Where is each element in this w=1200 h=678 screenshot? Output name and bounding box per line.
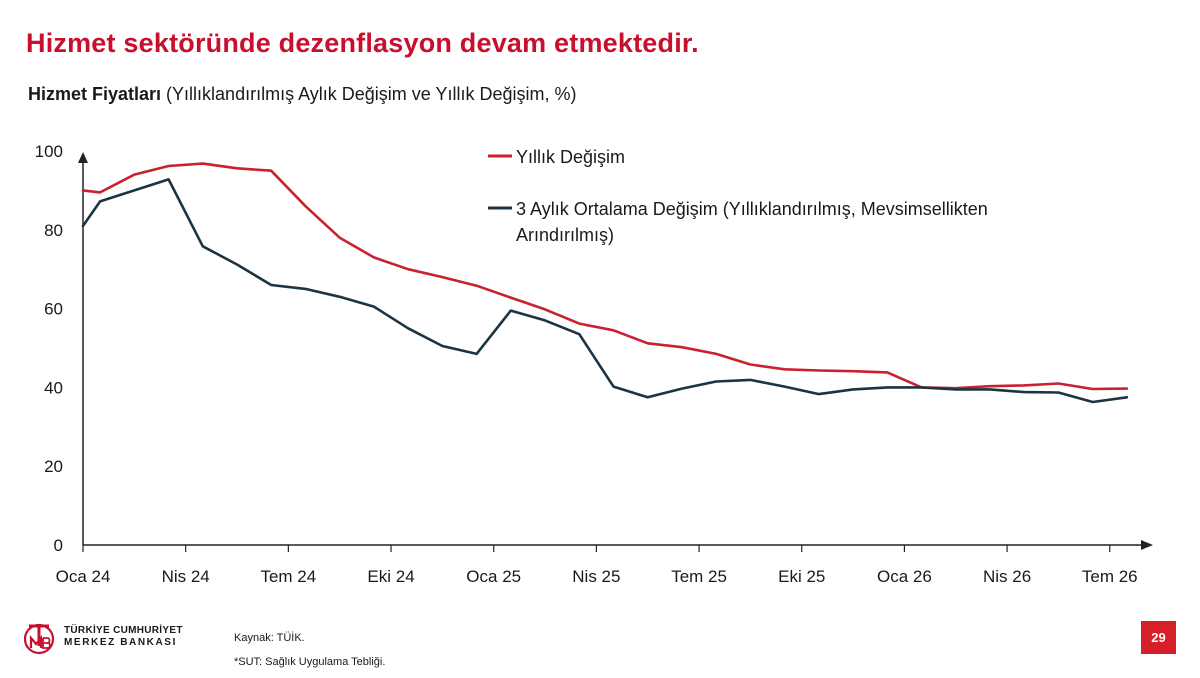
- x-tick-label: Oca 25: [466, 567, 521, 586]
- chart-subtitle-rest: (Yıllıklandırılmış Aylık Değişim ve Yıll…: [161, 84, 577, 104]
- y-axis-arrow-icon: [78, 152, 88, 163]
- legend-label-3-aylik-line1: 3 Aylık Ortalama Değişim (Yıllıklandırıl…: [516, 199, 988, 219]
- y-tick-label: 100: [35, 142, 63, 161]
- x-tick-label: Eki 24: [367, 567, 414, 586]
- legend-label-yillik: Yıllık Değişim: [516, 147, 625, 167]
- chart-subtitle-bold: Hizmet Fiyatları: [28, 84, 162, 104]
- series-line-yillik-degisim: [81, 162, 1129, 391]
- page-number-badge: 29: [1141, 621, 1176, 654]
- y-tick-label: 40: [44, 378, 63, 397]
- legend: Yıllık Değişim 3 Aylık Ortalama Değişim …: [488, 147, 988, 245]
- source-notes: Kaynak: TÜİK. *SUT: Sağlık Uygulama Tebl…: [234, 626, 385, 674]
- x-tick-label: Eki 25: [778, 567, 825, 586]
- x-axis-arrow-icon: [1141, 540, 1153, 550]
- chart-subtitle: Hizmet Fiyatları (Yıllıklandırılmış Aylı…: [28, 84, 576, 105]
- y-tick-label: 20: [44, 457, 63, 476]
- cbrt-emblem-icon: [23, 623, 55, 655]
- x-tick-label: Nis 26: [983, 567, 1031, 586]
- x-tick-label: Oca 24: [56, 567, 111, 586]
- axes: 0 20 40 60 80 100 Oca 24 Nis 24 Tem 24 Eki 24 Oca …: [35, 142, 1153, 586]
- x-tick-label: Tem 25: [671, 567, 727, 586]
- x-tick-label: Nis 25: [572, 567, 620, 586]
- cbrt-logo: TÜRKİYE CUMHURİYET MERKEZ BANKASI: [20, 618, 183, 656]
- series-lines: [81, 162, 1129, 404]
- footnote-text: *SUT: Sağlık Uygulama Tebliği.: [234, 656, 386, 668]
- legend-label-3-aylik-line2: Arındırılmış): [516, 225, 614, 245]
- source-text: Kaynak: TÜİK.: [234, 632, 305, 644]
- x-tick-label: Oca 26: [877, 567, 932, 586]
- x-tick-label: Tem 26: [1082, 567, 1138, 586]
- y-tick-label: 80: [44, 221, 63, 240]
- y-tick-label: 0: [54, 536, 63, 555]
- x-tick-label: Tem 24: [260, 567, 316, 586]
- logo-line-2: MERKEZ BANKASI: [64, 637, 177, 648]
- y-tick-label: 60: [44, 300, 63, 319]
- slide-title: Hizmet sektöründe dezenflasyon devam etm…: [26, 28, 699, 58]
- series-line-3-aylik-ortalama: [81, 178, 1129, 404]
- logo-line-1: TÜRKİYE CUMHURİYET: [64, 625, 183, 636]
- cbrt-logo-text: TÜRKİYE CUMHURİYET MERKEZ BANKASI: [64, 625, 183, 649]
- x-tick-label: Nis 24: [162, 567, 210, 586]
